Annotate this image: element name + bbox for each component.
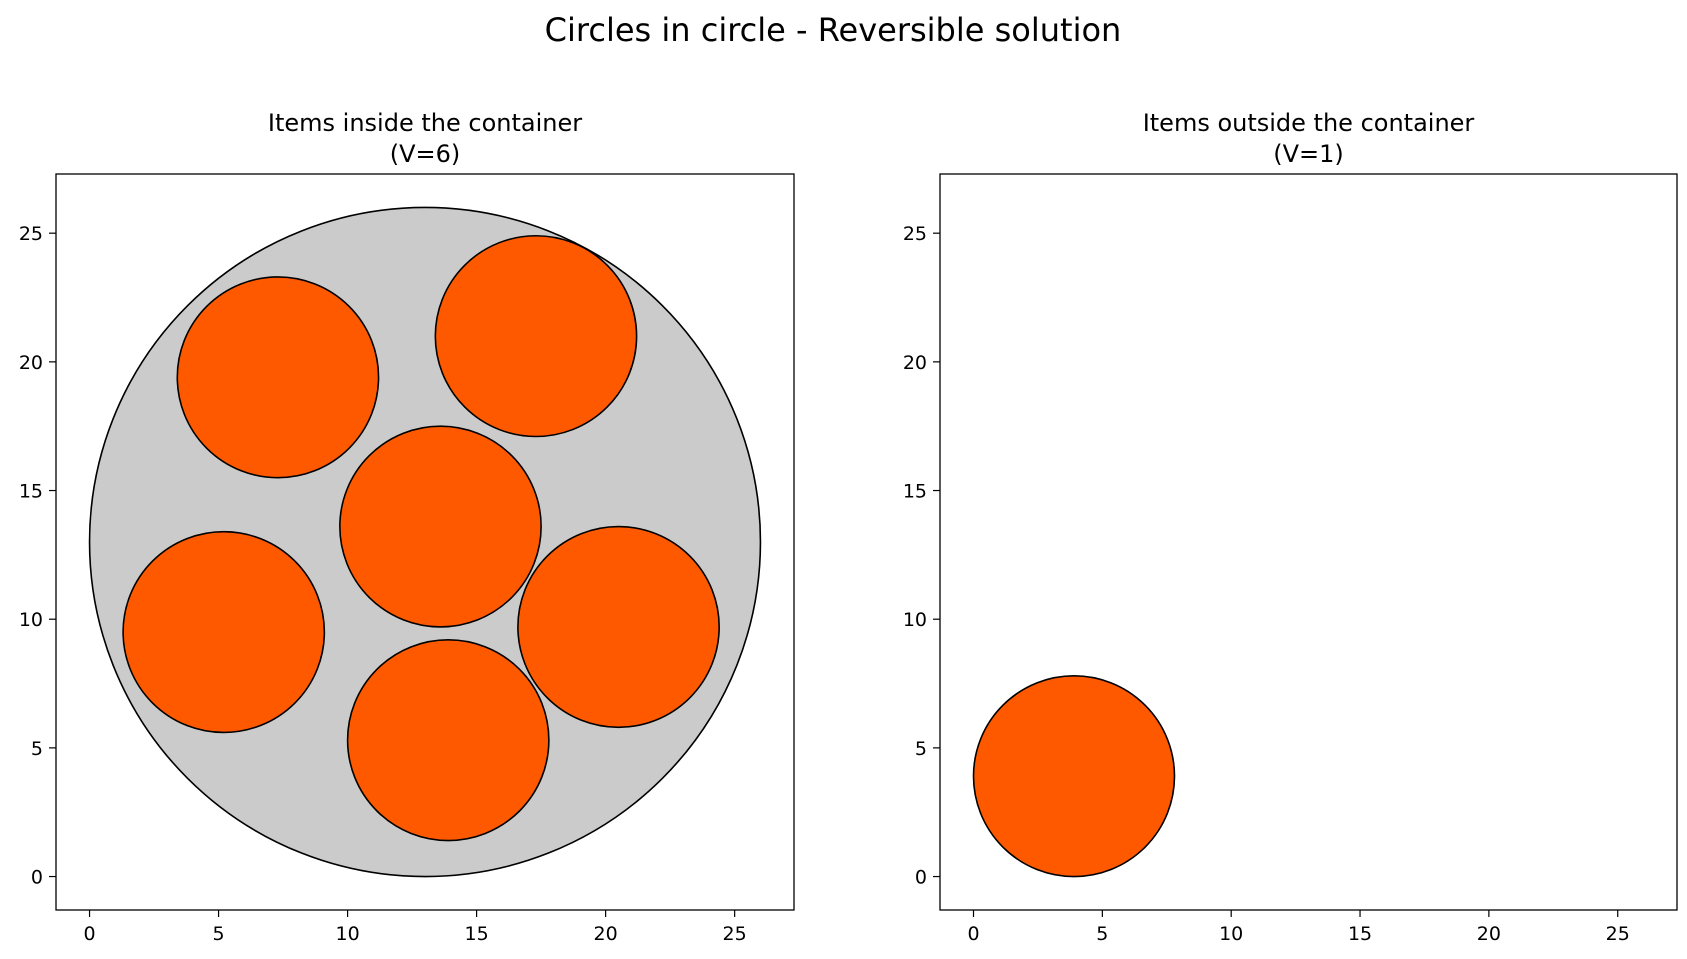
plot-area [972,675,1176,878]
y-tick-label: 0 [31,867,43,889]
y-tick-label: 15 [19,481,43,503]
y-tick-label: 20 [19,352,43,374]
item-circle-4 [122,530,326,734]
y-tick-label: 10 [19,609,43,631]
axes-title-line2: (V=1) [1273,140,1344,168]
x-tick-label: 15 [465,923,489,945]
y-tick-label: 25 [903,223,927,245]
y-tick-label: 0 [915,867,927,889]
item-circle-1 [972,675,1176,878]
x-tick-label: 10 [335,923,359,945]
axes-frame [55,173,795,911]
axes-frame [939,173,1678,911]
y-tick-label: 5 [31,738,43,760]
item-circle-2 [434,234,638,438]
item-circle-6 [346,638,550,842]
axes-title-line1: Items inside the container [268,109,582,137]
item-circle-5 [517,525,720,729]
plot-area [88,206,762,878]
x-tick-label: 5 [1096,923,1108,945]
figure-suptitle: Circles in circle - Reversible solution [545,11,1122,49]
item-circle-3 [339,425,542,628]
x-tick-label: 15 [1348,923,1372,945]
x-tick-label: 20 [1477,923,1501,945]
axes-title-line2: (V=6) [390,140,461,168]
axes-2: 0 5 10 15 20 25 0 5 10 15 20 25 Items outside the co… [903,109,1678,945]
x-tick-label: 25 [1606,923,1630,945]
y-tick-label: 5 [915,738,927,760]
axes-title-line1: Items outside the container [1143,109,1475,137]
item-circle-1 [176,276,380,479]
axes-1: 0 5 10 15 20 25 0 5 10 15 20 25 Items inside the con… [19,109,795,945]
y-tick-label: 20 [903,352,927,374]
y-tick-label: 25 [19,223,43,245]
x-tick-label: 20 [594,923,618,945]
x-tick-label: 0 [967,923,979,945]
x-tick-label: 25 [723,923,747,945]
y-tick-label: 10 [903,609,927,631]
x-tick-label: 10 [1219,923,1243,945]
y-tick-label: 15 [903,481,927,503]
x-tick-label: 0 [83,923,95,945]
x-tick-label: 5 [213,923,225,945]
